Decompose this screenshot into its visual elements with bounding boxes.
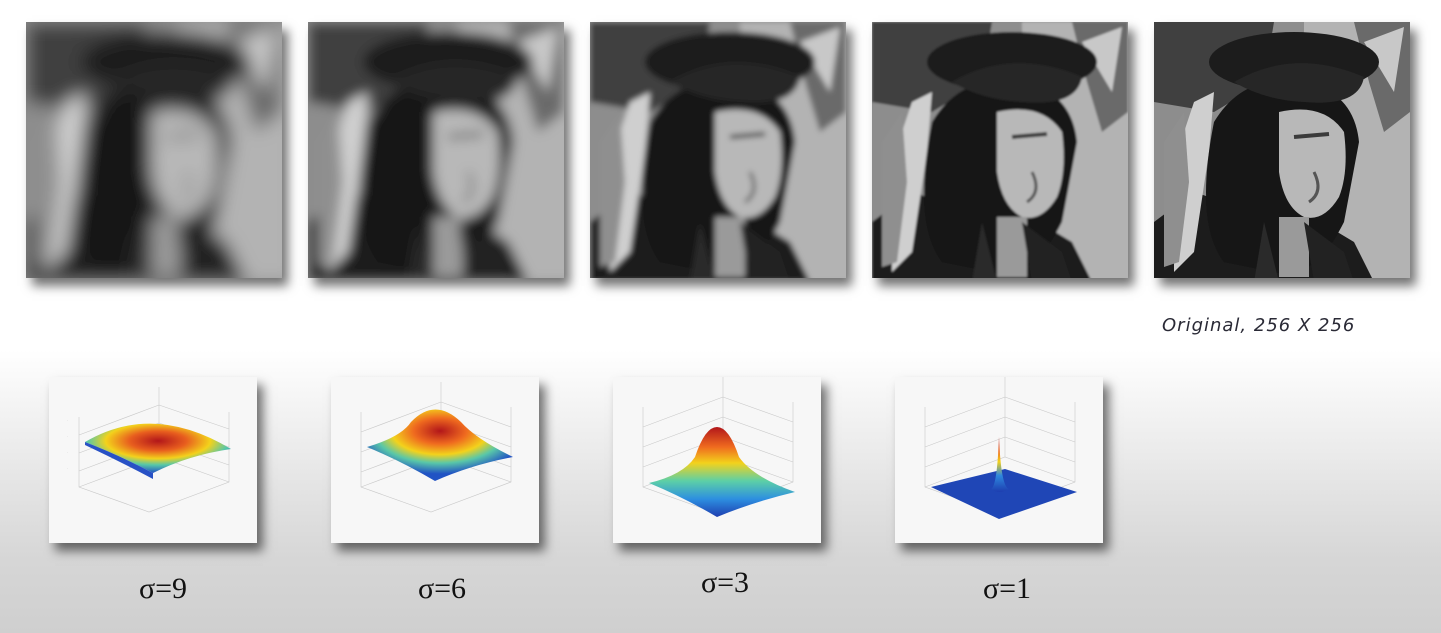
gaussian-surface-chart: · · · · — [67, 387, 231, 513]
blurred-photo-sigma-9 — [26, 22, 282, 278]
portrait-image — [1154, 22, 1410, 278]
blurred-photo-sigma-3 — [590, 22, 846, 278]
svg-text:·: · — [67, 450, 68, 454]
svg-text:·: · — [67, 466, 68, 470]
gaussian-surface-chart — [924, 377, 1077, 519]
portrait-image — [872, 22, 1128, 278]
portrait-image — [26, 22, 282, 278]
sigma-label: σ=9 — [138, 572, 188, 605]
svg-text:·: · — [67, 418, 68, 422]
sigma-label: σ=6 — [417, 572, 467, 605]
portrait-image — [590, 22, 846, 278]
gaussian-plot-sigma-3 — [613, 377, 821, 543]
original-photo — [1154, 22, 1410, 278]
gaussian-surface-chart — [642, 377, 795, 517]
blurred-photo-sigma-6 — [308, 22, 564, 278]
original-caption: Original, 256 X 256 — [1162, 315, 1356, 336]
svg-text:·: · — [67, 434, 68, 438]
sigma-label: σ=1 — [982, 572, 1032, 605]
portrait-image — [308, 22, 564, 278]
gaussian-plot-sigma-9: · · · · — [49, 377, 257, 543]
gaussian-plot-sigma-1 — [895, 377, 1103, 543]
gaussian-surface-chart — [360, 382, 513, 513]
gaussian-plot-sigma-6 — [331, 377, 539, 543]
sigma-label: σ=3 — [700, 566, 750, 599]
blurred-photo-sigma-1 — [872, 22, 1128, 278]
